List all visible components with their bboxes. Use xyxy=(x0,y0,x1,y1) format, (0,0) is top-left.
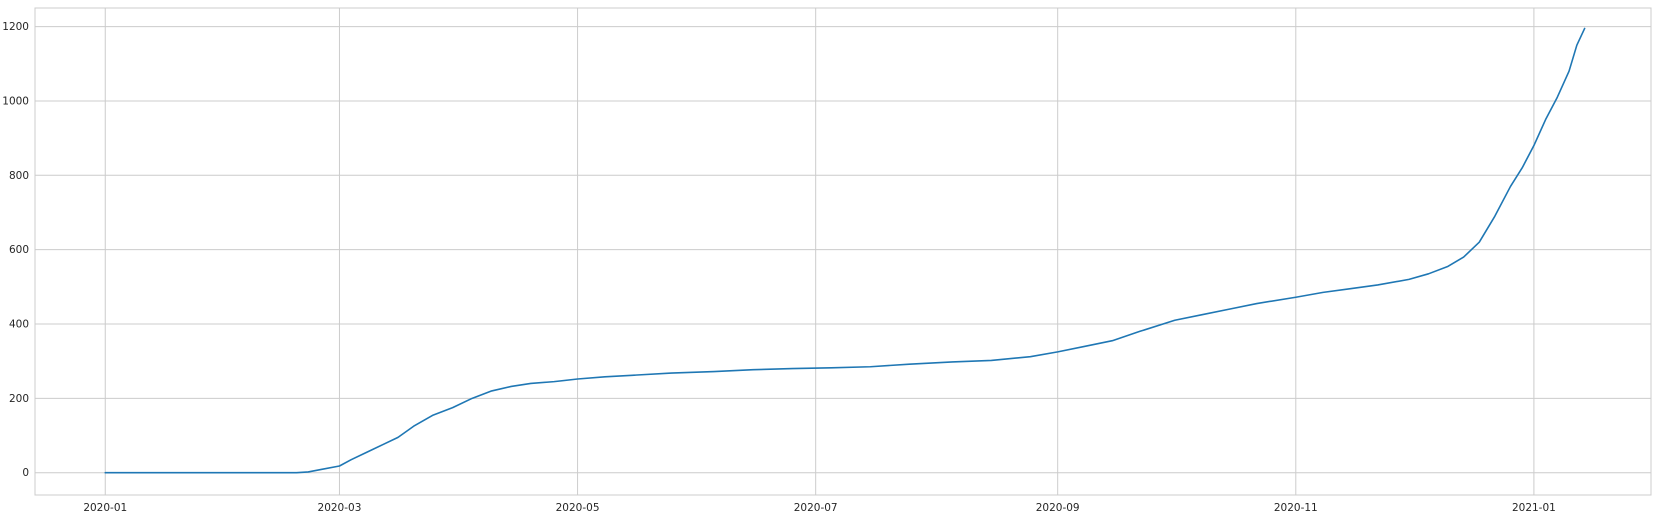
series-line xyxy=(104,27,1586,474)
y-tick-label: 1200 xyxy=(2,21,29,33)
y-tick-label: 200 xyxy=(9,393,29,405)
x-grid xyxy=(104,8,1535,495)
x-tick-label: 2020-09 xyxy=(1036,502,1080,514)
x-tick-labels: 2020-01 2020-03 2020-05 2020-07 2020-09 2020-… xyxy=(83,502,1556,514)
x-tick-label: 2020-07 xyxy=(794,502,838,514)
y-tick-label: 0 xyxy=(22,467,29,479)
x-tick-label: 2020-05 xyxy=(556,502,600,514)
plot-frame xyxy=(34,7,1652,496)
x-tick-label: 2020-03 xyxy=(318,502,362,514)
x-tick-label: 2020-11 xyxy=(1274,502,1318,514)
x-tick-label: 2021-01 xyxy=(1512,502,1556,514)
x-tick-label: 2020-01 xyxy=(83,502,127,514)
y-tick-label: 1000 xyxy=(2,95,29,107)
y-tick-label: 400 xyxy=(9,318,29,330)
y-tick-labels: 0 200 400 600 800 1000 1200 xyxy=(2,21,29,479)
y-tick-label: 600 xyxy=(9,244,29,256)
series-group xyxy=(104,27,1586,474)
y-grid xyxy=(35,26,1651,474)
y-tick-label: 800 xyxy=(9,170,29,182)
